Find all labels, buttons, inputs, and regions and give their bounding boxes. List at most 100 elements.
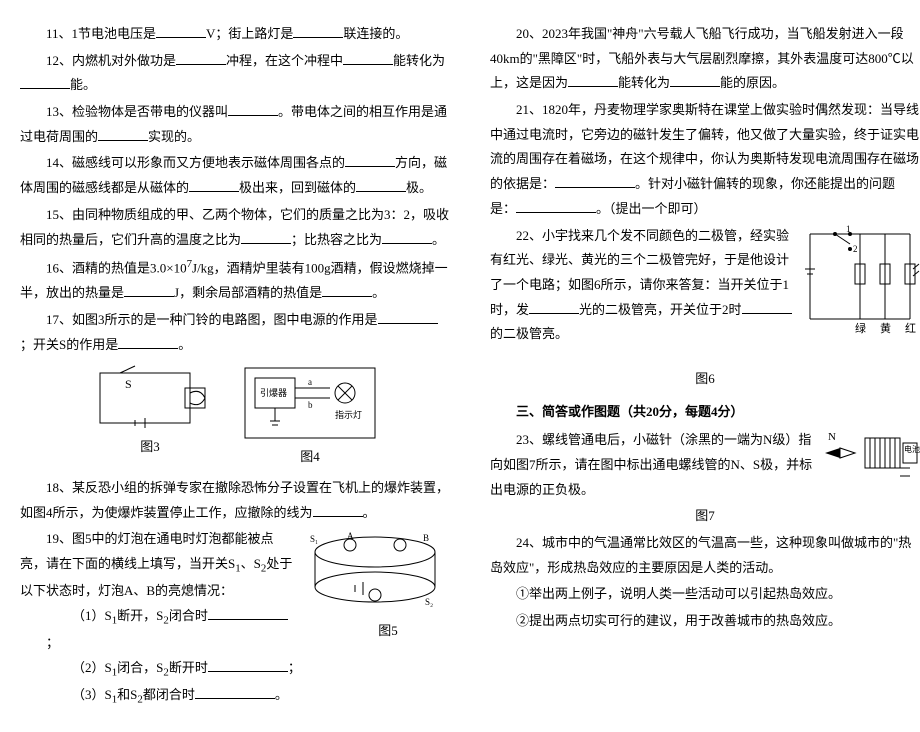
left-column: 11、1节电池电压是 V；街上路灯是 联连接的。 12、内燃机对外做功是 冲程，在这个…	[20, 20, 450, 712]
question-13: 13、检验物体是否带电的仪器叫。带电体之间的相互作用是通过电荷周围的实现的。	[20, 100, 450, 149]
blank	[124, 282, 174, 297]
figure-3: S 图3	[90, 363, 210, 470]
svg-text:指示灯: 指示灯	[335, 409, 362, 420]
q14-text-c: 极出来，回到磁体的	[239, 180, 356, 195]
blank	[293, 23, 343, 38]
fig4-label: 图4	[240, 445, 380, 470]
blank	[382, 229, 432, 244]
q22-text-b: 光的二极管亮，开关位于2时	[579, 302, 742, 317]
blank	[98, 126, 148, 141]
svg-text:B: B	[423, 533, 429, 543]
q19-sub2: （2）S1闭合，S2断开时；	[46, 656, 450, 683]
blank	[118, 334, 178, 349]
q19-text-b: 、S	[241, 556, 261, 571]
q12-text-c: 能转化为	[393, 53, 445, 68]
blank	[343, 50, 393, 65]
svg-text:红: 红	[905, 322, 916, 334]
q17-text-b: ；开关S的作用是	[20, 337, 118, 352]
circuit-fig6-icon: 1 2 绿 黄 红	[800, 224, 920, 334]
right-column: 20、2023年我国"神舟"六号载人飞船飞行成功，当飞船发射进入一段40km的"…	[490, 20, 920, 712]
circuit-fig3-icon: S	[90, 363, 210, 433]
blank	[208, 605, 288, 620]
q20-text-c: 能的原因。	[720, 75, 785, 90]
q15-text-b: ；比热容之比为	[291, 232, 382, 247]
blank	[228, 101, 278, 116]
q22-text-c: 的二极管亮。	[490, 326, 568, 341]
blank	[195, 684, 275, 699]
question-15: 15、由同种物质组成的甲、乙两个物体，它们的质量之比为3：2，吸收相同的热量后，…	[20, 203, 450, 252]
q16-text-c: J，剩余局部酒精的热值是	[174, 285, 322, 300]
q23-text: 23、螺线管通电后，小磁针（涂黑的一端为N级）指向如图7所示，请在图中标出通电螺…	[490, 432, 812, 496]
figure-5: A B S₁ S₂ 图5	[300, 527, 450, 644]
blank	[189, 177, 239, 192]
circuit-fig4-icon: 引爆器 a b 指示灯	[240, 363, 380, 443]
blank	[156, 23, 206, 38]
blank	[670, 72, 720, 87]
question-23: N 电池 23、螺线管通电后，小磁针（涂黑的一端为N级）指向如图7所示，请在图中…	[490, 428, 920, 502]
q20-text-b: 能转化为	[618, 75, 670, 90]
question-14: 14、磁感线可以形象而又方便地表示磁体周围各点的方向，磁体周围的磁感线都是从磁体…	[20, 151, 450, 200]
q24-text-a: 24、城市中的气温通常比效区的气温高一些，这种现象叫做城市的"热岛效应"，形成热…	[490, 535, 911, 575]
fig7-label: 图7	[490, 504, 920, 529]
q17-text-a: 17、如图3所示的是一种门铃的电路图，图中电源的作用是	[46, 312, 378, 327]
q12-text-b: 冲程，在这个冲程中	[226, 53, 343, 68]
svg-text:电池: 电池	[904, 444, 920, 454]
fig5-label: 图5	[300, 619, 450, 644]
blank	[356, 177, 406, 192]
question-24-2: ②提出两点切实可行的建议，用于改善城市的热岛效应。	[490, 609, 920, 634]
question-20: 20、2023年我国"神舟"六号载人飞船飞行成功，当飞船发射进入一段40km的"…	[490, 22, 920, 96]
figure-7: N 电池	[820, 428, 920, 488]
figures-3-4: S 图3 引爆器 a b 指示灯	[20, 363, 450, 470]
q12-text-a: 12、内燃机对外做功是	[46, 53, 176, 68]
svg-text:2: 2	[853, 244, 858, 254]
q13-text-a: 13、检验物体是否带电的仪器叫	[46, 104, 228, 119]
question-22: 1 2 绿 黄 红 22、小宇找来几个发不同颜色的二极管，经实验有红光、绿光、黄…	[490, 224, 920, 347]
blank	[345, 152, 395, 167]
blank	[313, 502, 363, 517]
q19-sub3: （3）S1和S2都闭合时。	[46, 683, 450, 710]
q19-1a: （1）S	[72, 608, 112, 623]
q13-text-c: 实现的。	[148, 129, 200, 144]
blank	[322, 282, 372, 297]
question-17: 17、如图3所示的是一种门铃的电路图，图中电源的作用是 ；开关S的作用是 。	[20, 308, 450, 357]
blank	[208, 657, 288, 672]
svg-text:黄: 黄	[880, 321, 891, 334]
q24-text-c: ②提出两点切实可行的建议，用于改善城市的热岛效应。	[516, 613, 841, 628]
q16-text-d: 。	[372, 285, 385, 300]
q16-text-a: 16、酒精的热值是3.0×10	[46, 261, 187, 276]
q14-text-d: 极。	[406, 180, 432, 195]
q11-text-b: V；街上路灯是	[206, 26, 293, 41]
q18-text-b: 。	[363, 505, 376, 520]
q21-text-c: 。（提出一个即可）	[596, 201, 707, 216]
q18-text-a: 18、某反恐小组的拆弹专家在撤除恐怖分子设置在飞机上的爆炸装置，如图4所示，为使…	[20, 480, 449, 520]
figure-6: 1 2 绿 黄 红	[800, 224, 920, 334]
svg-text:a: a	[308, 377, 312, 387]
question-24: 24、城市中的气温通常比效区的气温高一些，这种现象叫做城市的"热岛效应"，形成热…	[490, 531, 920, 580]
q14-text-a: 14、磁感线可以形象而又方便地表示磁体周围各点的	[46, 155, 345, 170]
figure-4: 引爆器 a b 指示灯 图4	[240, 363, 380, 470]
fig6-label: 图6	[490, 367, 920, 392]
svg-text:引爆器: 引爆器	[260, 387, 287, 398]
question-12: 12、内燃机对外做功是 冲程，在这个冲程中 能转化为能。	[20, 49, 450, 98]
q11-text-c: 联连接的。	[343, 26, 408, 41]
blank	[568, 72, 618, 87]
q12-text-d: 能。	[70, 77, 96, 92]
circuit-fig5-icon: A B S₁ S₂	[300, 527, 450, 617]
svg-text:绿: 绿	[855, 321, 866, 334]
question-18: 18、某反恐小组的拆弹专家在撤除恐怖分子设置在飞机上的爆炸装置，如图4所示，为使…	[20, 476, 450, 525]
q17-text-c: 。	[178, 337, 191, 352]
q24-text-b: ①举出两上例子，说明人类一些活动可以引起热岛效应。	[516, 586, 841, 601]
question-19: A B S₁ S₂ 图5 19、图5中的灯泡在通电时灯泡都能被点亮，请在下面的横…	[20, 527, 450, 710]
blank	[176, 50, 226, 65]
svg-text:S: S	[125, 377, 132, 391]
blank	[742, 299, 792, 314]
q11-text-a: 11、1节电池电压是	[46, 26, 156, 41]
blank	[529, 299, 579, 314]
blank	[241, 229, 291, 244]
svg-text:S₁: S₁	[310, 534, 318, 544]
question-11: 11、1节电池电压是 V；街上路灯是 联连接的。	[20, 22, 450, 47]
svg-text:1: 1	[846, 224, 851, 234]
question-21: 21、1820年，丹麦物理学家奥斯特在课堂上做实验时偶然发现：当导线中通过电流时…	[490, 98, 920, 221]
question-24-1: ①举出两上例子，说明人类一些活动可以引起热岛效应。	[490, 582, 920, 607]
blank	[20, 74, 70, 89]
